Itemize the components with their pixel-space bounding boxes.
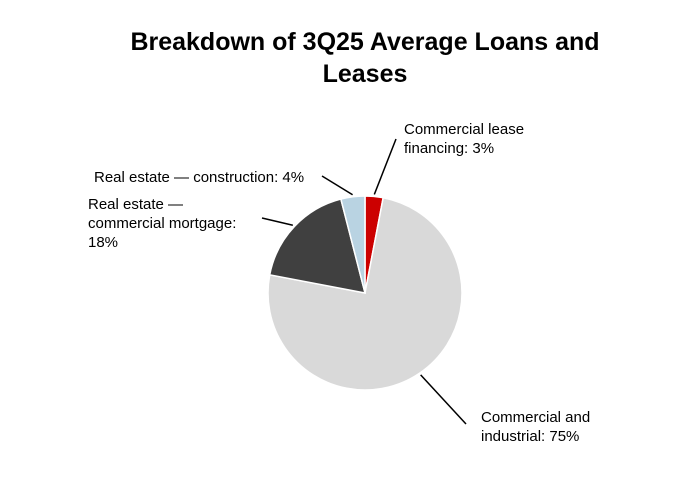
slice-label-commercial-lease-financing: Commercial lease financing: 3% — [404, 121, 525, 157]
leader-line-real-estate-construction — [321, 175, 353, 196]
slice-real-estate-commercial-mortgage — [268, 198, 367, 294]
leader-line-real-estate-commercial-mortgage — [261, 217, 294, 226]
leader-line-commercial-and-industrial — [420, 374, 467, 425]
chart-title: Breakdown of 3Q25 Average Loans and Leas… — [130, 28, 600, 88]
slice-commercial-and-industrial — [267, 196, 463, 391]
slice-label-commercial-and-industrial: Commercial and industrial: 75% — [481, 409, 591, 445]
slice-label-real-estate-commercial-mortgage: Real estate — commercial mortgage: 18% — [88, 196, 237, 251]
slice-real-estate-construction — [339, 195, 366, 294]
leader-line-commercial-lease-financing — [373, 138, 397, 195]
slice-label-real-estate-construction: Real estate — construction: 4% — [94, 169, 305, 186]
